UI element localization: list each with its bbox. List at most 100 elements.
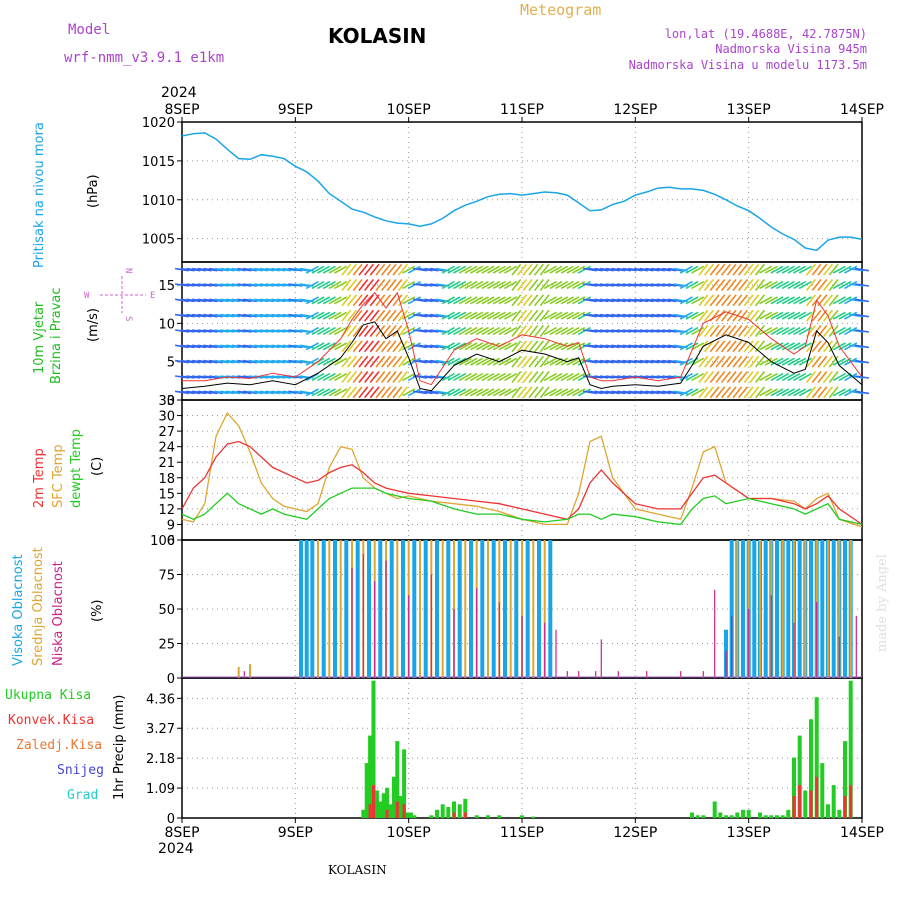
wind-arrow xyxy=(453,296,467,305)
wind-arrow xyxy=(504,311,518,320)
wind-arrow xyxy=(805,340,817,353)
wind-arrow xyxy=(522,294,533,307)
wind-arrow xyxy=(633,329,649,333)
wind-arrow xyxy=(844,388,858,397)
wind-arrow xyxy=(685,326,699,336)
wind-arrow xyxy=(237,375,252,379)
wind-arrow xyxy=(764,388,778,397)
wind-arrow xyxy=(197,267,212,272)
wind-arrow xyxy=(203,359,218,364)
wind-arrow xyxy=(464,357,478,366)
wind-arrow xyxy=(685,265,699,274)
wind-arrow xyxy=(633,359,649,364)
precip-legend-total: Ukupna Kisa xyxy=(5,688,91,703)
wind-arrow xyxy=(759,388,773,397)
wind-arrow xyxy=(453,372,467,382)
wind-arrow xyxy=(254,329,269,333)
compass-rose: N S W E xyxy=(84,268,155,321)
wind-arrow xyxy=(726,309,737,322)
wind-arrow xyxy=(397,386,409,399)
wind-arrow xyxy=(611,344,626,349)
wind-arrow xyxy=(594,390,609,395)
wind-arrow xyxy=(822,386,834,399)
wind-arrow xyxy=(254,359,269,364)
wind-arrow xyxy=(220,313,235,318)
precip-bar xyxy=(497,815,502,818)
wind-arrow xyxy=(271,359,286,364)
wind-arrow xyxy=(363,386,375,399)
wind-arrow xyxy=(667,359,683,364)
cloud-bar xyxy=(367,540,371,678)
cloud-bar xyxy=(249,664,251,678)
wind-arrow xyxy=(743,263,754,276)
wind-arrow xyxy=(582,313,598,318)
wind-arrow xyxy=(369,325,380,337)
cloud-bar xyxy=(566,671,568,678)
wind-arrow xyxy=(844,311,858,320)
wind-arrow xyxy=(352,294,363,307)
wind-arrow xyxy=(787,311,801,320)
wind-arrow xyxy=(322,326,336,336)
wind-arrow xyxy=(259,313,275,318)
wind-arrow xyxy=(470,342,484,351)
precip-bar xyxy=(792,796,796,818)
wind-arrow xyxy=(793,311,807,320)
wind-arrow xyxy=(703,294,715,307)
wind-arrow xyxy=(242,313,258,318)
wind-arrow xyxy=(854,313,870,318)
wind-arrow xyxy=(832,326,846,336)
wind-arrow xyxy=(441,265,455,274)
wind-arrow xyxy=(849,329,864,333)
wind-arrow xyxy=(481,326,495,336)
wind-arrow xyxy=(838,296,852,305)
precip-bar xyxy=(429,815,434,818)
wind-arrow xyxy=(447,311,461,320)
wind-arrow xyxy=(203,283,218,287)
wind-arrow xyxy=(759,296,773,305)
wind-arrow xyxy=(667,298,683,303)
wind-arrow xyxy=(616,390,632,395)
wind-arrow xyxy=(622,359,637,364)
wind-arrow xyxy=(555,280,569,290)
wind-arrow xyxy=(458,311,472,320)
wind-arrow xyxy=(611,390,626,395)
wind-arrow xyxy=(798,280,812,290)
wind-arrow xyxy=(504,357,518,366)
wind-arrow xyxy=(539,371,550,383)
wind-arrow xyxy=(293,344,309,349)
precip-bar xyxy=(463,812,467,818)
wind-arrow xyxy=(828,340,839,353)
wind-arrow xyxy=(429,313,445,318)
wind-arrow xyxy=(248,283,263,287)
wind-arrow xyxy=(698,355,709,368)
wind-arrow xyxy=(787,265,801,274)
wind-arrow xyxy=(691,342,705,351)
wind-arrow xyxy=(254,375,269,379)
wind-arrow xyxy=(793,280,807,290)
wind-arrow xyxy=(511,340,522,353)
wind-arrow xyxy=(458,326,472,336)
wind-arrow xyxy=(691,280,705,290)
x-top-label: 8SEP xyxy=(164,102,199,118)
wind-arrow xyxy=(822,371,834,383)
wind-arrow xyxy=(225,344,241,349)
wind-arrow xyxy=(237,298,252,303)
wind-arrow xyxy=(458,296,472,305)
wind-arrow xyxy=(770,326,784,336)
wind-arrow xyxy=(397,325,409,337)
wind-arrow xyxy=(288,298,303,303)
y-tick-label: 30 xyxy=(158,410,175,425)
wind-arrow xyxy=(174,390,190,395)
wind-arrow xyxy=(798,357,812,366)
wind-arrow xyxy=(208,344,224,349)
wind-arrow xyxy=(397,355,409,368)
wind-arrow xyxy=(174,313,190,318)
wind-arrow xyxy=(492,326,506,336)
wind-arrow xyxy=(781,296,795,305)
precip-bar xyxy=(843,796,847,818)
wind-arrow xyxy=(180,313,195,318)
wind-arrow xyxy=(220,329,235,333)
wind-arrow xyxy=(770,296,784,305)
wind-arrow xyxy=(259,283,275,287)
wind-arrow xyxy=(305,388,319,397)
